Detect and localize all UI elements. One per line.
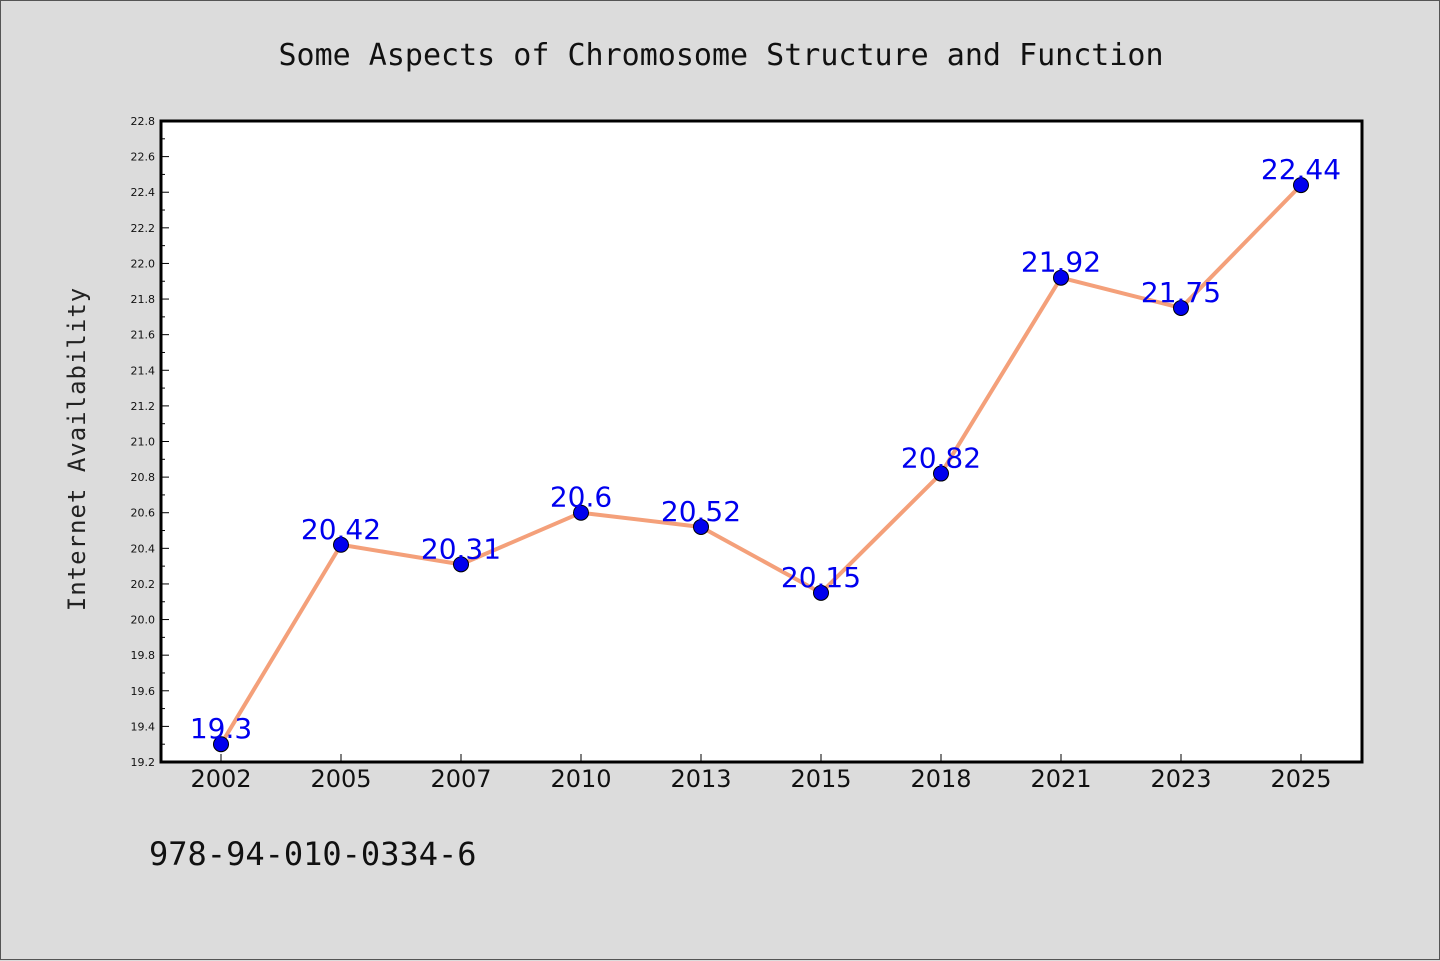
x-tick-label: 2002 — [190, 765, 251, 793]
data-point-marker — [693, 518, 709, 535]
x-tick-label: 2015 — [790, 765, 851, 793]
data-point-marker — [813, 584, 829, 601]
data-label: 21.92 — [1021, 246, 1101, 279]
y-tick-label: 20.0 — [131, 614, 156, 627]
y-tick-label: 19.6 — [131, 685, 156, 698]
y-tick-label: 22.0 — [131, 257, 156, 270]
y-tick-label: 19.2 — [131, 756, 156, 769]
series-line-group — [219, 183, 1303, 746]
y-tick-label: 22.4 — [131, 186, 156, 199]
data-label: 22.44 — [1261, 153, 1341, 186]
data-label: 20.15 — [781, 561, 861, 594]
y-tick-label: 21.2 — [131, 400, 156, 413]
series-line — [219, 183, 1303, 746]
y-tick-label: 22.8 — [131, 115, 156, 128]
chart-title: Some Aspects of Chromosome Structure and… — [278, 38, 1163, 73]
markers-group — [213, 177, 1309, 753]
data-label: 20.6 — [550, 481, 612, 514]
y-tick-label: 21.4 — [131, 364, 156, 377]
y-tick-label: 21.0 — [131, 436, 156, 449]
data-label: 20.52 — [661, 495, 741, 528]
data-label: 21.75 — [1141, 276, 1221, 309]
plot-area — [159, 119, 1364, 764]
data-point-marker — [573, 504, 589, 521]
data-point-marker — [453, 556, 469, 573]
y-tick-label: 19.8 — [131, 649, 156, 662]
y-tick-label: 19.4 — [131, 720, 156, 733]
data-point-marker — [1173, 299, 1189, 316]
data-label: 20.31 — [421, 532, 501, 565]
x-tick-label: 2023 — [1150, 765, 1211, 793]
y-axis-label: Internet Availability — [63, 287, 91, 611]
data-point-marker — [1053, 269, 1069, 286]
y-tick-label: 21.6 — [131, 329, 156, 342]
x-tick-label: 2005 — [310, 765, 371, 793]
x-tick-label: 2013 — [670, 765, 731, 793]
y-tick-label: 20.6 — [131, 507, 156, 520]
data-label: 20.42 — [301, 513, 381, 546]
x-tick-label: 2007 — [430, 765, 491, 793]
y-tick-label: 20.2 — [131, 578, 156, 591]
data-point-marker — [933, 465, 949, 482]
x-axis: 2002 2005 2007 2010 2013 2015 2018 2021 2023 2025 — [190, 754, 1332, 793]
y-tick-label: 20.8 — [131, 471, 156, 484]
data-point-marker — [213, 736, 229, 753]
y-tick-label: 21.8 — [131, 293, 156, 306]
y-tick-label: 22.6 — [131, 151, 156, 164]
data-label: 20.82 — [901, 442, 981, 475]
data-labels-group: 19.3 20.42 20.31 20.6 20.52 20.15 20.82 21.92 21… — [190, 153, 1341, 745]
footer-isbn-text: 978-94-010-0334-6 — [149, 835, 477, 873]
y-axis: 19.2 19.4 19.6 19.8 20.0 20.2 20.4 20.6 20.8 21.0… — [131, 115, 169, 769]
data-point-marker — [333, 536, 349, 553]
y-tick-label: 20.4 — [131, 542, 156, 555]
data-point-marker — [1293, 177, 1309, 194]
x-tick-label: 2018 — [910, 765, 971, 793]
data-label: 19.3 — [190, 712, 252, 745]
x-tick-label: 2025 — [1270, 765, 1331, 793]
x-tick-label: 2021 — [1030, 765, 1091, 793]
y-tick-label: 22.2 — [131, 222, 156, 235]
x-tick-label: 2010 — [550, 765, 611, 793]
